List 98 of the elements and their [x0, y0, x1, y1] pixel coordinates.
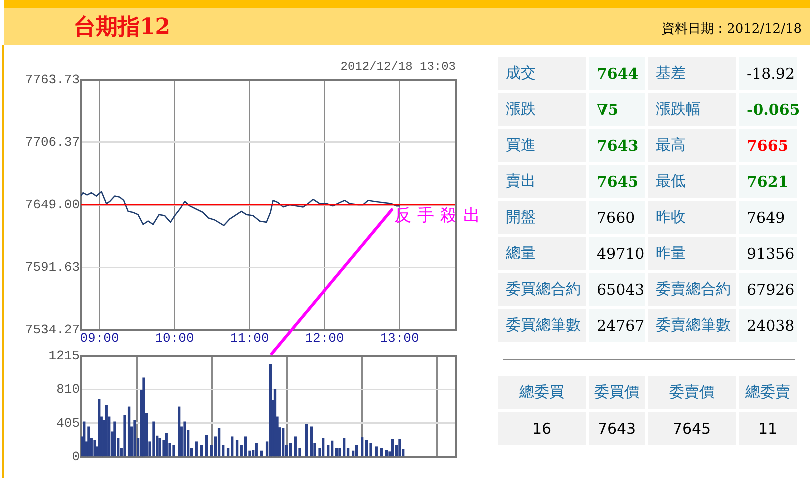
x-tick-label: 13:00 [380, 331, 420, 346]
text: 漲跌幅 [656, 100, 701, 118]
bar [335, 448, 338, 457]
bar [236, 440, 239, 457]
bar [365, 440, 368, 457]
y-tick-label: 0 [72, 449, 80, 464]
bar [142, 378, 146, 457]
bar [380, 448, 384, 457]
text: 91356 [747, 244, 795, 262]
text: 16 [532, 420, 552, 438]
y-tick-label: 405 [56, 416, 80, 431]
text: 漲跌 [506, 100, 536, 118]
bar [305, 424, 308, 457]
text: 委買價 [594, 383, 640, 401]
bar [327, 445, 330, 457]
x-tick-label: 11:00 [230, 331, 270, 346]
bar [310, 426, 314, 457]
text: 65043 [597, 280, 645, 298]
text: 67926 [747, 280, 795, 298]
text: 總委買 [520, 383, 564, 401]
text: 最高 [656, 136, 686, 154]
bar [360, 438, 364, 457]
text: 總量 [506, 244, 536, 262]
text: 成交 [506, 64, 536, 82]
bar [370, 443, 372, 457]
text: ∇5 [597, 100, 619, 118]
text: 49710 [597, 244, 645, 262]
bar [134, 420, 136, 457]
text: -0.065 [747, 100, 800, 118]
text: 11 [758, 420, 778, 438]
text: 7643 [597, 136, 639, 154]
text: 7660 [597, 208, 636, 226]
text: 賣出 [506, 172, 536, 190]
text: 基差 [656, 64, 686, 82]
bar [322, 438, 325, 457]
text: 7643 [598, 420, 636, 438]
text: 7645 [672, 420, 712, 438]
bar [83, 422, 86, 457]
bar [218, 428, 221, 457]
y-tick-label: 7706.37 [25, 134, 80, 150]
text: 7649 [747, 208, 786, 226]
bar [289, 443, 292, 457]
bar [105, 405, 108, 457]
bar [375, 446, 378, 457]
bar [172, 445, 176, 457]
text: 7644 [597, 64, 639, 82]
y-tick-label: 810 [56, 382, 80, 398]
text: 委買總筆數 [506, 316, 581, 334]
text: 7621 [747, 172, 789, 190]
bar [260, 450, 264, 457]
bar [255, 443, 258, 457]
bar [128, 406, 131, 457]
bar [158, 438, 162, 457]
text: 委賣總合約 [656, 280, 731, 298]
bar [330, 440, 334, 457]
x-tick-label: 09:00 [80, 331, 120, 346]
text: 總委賣 [746, 383, 790, 401]
bar [114, 422, 116, 457]
text: 7665 [747, 136, 789, 154]
y-tick-label: 7649.00 [25, 197, 80, 212]
bar [200, 445, 204, 457]
bar [205, 435, 208, 457]
x-tick-label: 12:00 [305, 331, 344, 346]
text: -18.92 [747, 64, 796, 82]
bar [385, 450, 388, 457]
text: 昨量 [656, 244, 686, 262]
bar [231, 436, 234, 457]
bar [184, 422, 186, 457]
text: 委賣總筆數 [656, 316, 731, 334]
text: 委賣價 [670, 383, 714, 401]
bar [391, 439, 394, 457]
text: 開盤 [506, 208, 536, 226]
annotation: 反手殺出 [394, 206, 480, 226]
text: 委買總合約 [506, 280, 581, 298]
bar [195, 442, 198, 457]
bar [165, 433, 168, 457]
text: 2012/12/18 13:03 [340, 60, 456, 74]
text: 買進 [506, 136, 536, 154]
x-tick-label: 10:00 [155, 331, 194, 346]
y-tick-label: 1215 [48, 348, 80, 364]
text: 最低 [656, 172, 686, 190]
y-tick-label: 7763.73 [25, 72, 80, 88]
bar [88, 426, 90, 457]
text: 24767 [597, 316, 645, 334]
bar [342, 438, 346, 457]
bar [244, 436, 248, 457]
text: 24038 [747, 316, 795, 334]
y-tick-label: 7591.63 [25, 260, 80, 275]
bar [152, 422, 156, 457]
bar [355, 445, 358, 457]
text: 7645 [597, 172, 639, 190]
bar [178, 406, 181, 457]
text: 資料日期：2012/12/18 [662, 21, 802, 38]
y-tick-label: 7534.27 [25, 322, 80, 338]
bar [282, 428, 285, 457]
chart-title: 台期指12 [74, 13, 171, 42]
bar [398, 439, 402, 457]
text: 昨收 [656, 208, 686, 226]
